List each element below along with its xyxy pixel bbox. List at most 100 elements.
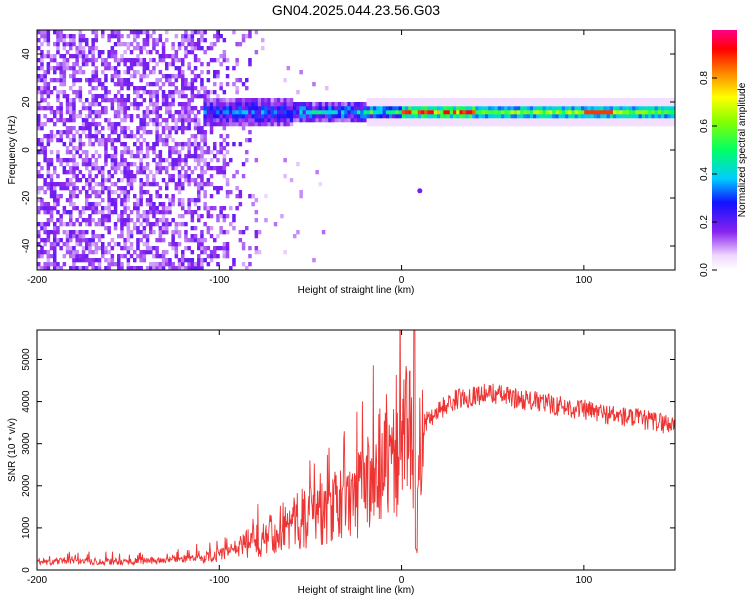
spectrogram-cell [235, 186, 239, 191]
spectrogram-cell [405, 102, 409, 107]
spectrogram-cell [241, 102, 246, 107]
spectrogram-cell [200, 86, 204, 91]
spectrogram-cell [485, 122, 489, 127]
spectrogram-cell [184, 162, 188, 167]
spectrogram-cell [440, 122, 444, 127]
spectrogram-cell [117, 262, 121, 267]
spectrogram-cell [331, 110, 335, 115]
spectrogram-cell [129, 182, 134, 187]
spectrogram-cell [181, 222, 185, 227]
spectrogram-cell [385, 118, 390, 123]
spectrogram-cell [622, 118, 627, 123]
spectrogram-cell [59, 162, 63, 167]
spectrogram-cell [142, 122, 147, 127]
spectrogram-cell [376, 122, 380, 127]
spectrogram-cell [40, 50, 44, 55]
spectrogram-cell [120, 34, 124, 39]
spectrogram-cell [113, 114, 118, 119]
spectrogram-cell [411, 110, 415, 115]
spectrogram-cell [251, 110, 255, 115]
spectrogram-cell [584, 98, 588, 103]
spectrogram-cell [209, 106, 214, 111]
spectrogram-cell [222, 54, 227, 59]
spectrogram-cell [149, 170, 153, 175]
spectrogram-cell [273, 114, 278, 119]
spectrogram-cell [654, 102, 659, 107]
spectrogram-cell [56, 218, 60, 223]
spectrogram-cell [270, 118, 275, 123]
spectrogram-cell [65, 222, 70, 227]
spectrogram-cell [152, 254, 156, 259]
spectrogram-cell [219, 226, 223, 231]
spectrogram-cell [427, 102, 431, 107]
spectrogram-cell [126, 230, 131, 235]
spectrogram-cell [104, 246, 108, 251]
spectrogram-cell [104, 206, 108, 211]
spectrogram-cell [219, 106, 223, 111]
spectrogram-cell [126, 222, 131, 227]
spectrogram-cell [139, 142, 143, 147]
spectrogram-cell [94, 250, 99, 255]
spectrogram-cell [606, 110, 611, 115]
spectrogram-cell [411, 98, 415, 103]
spectrogram-cell [120, 234, 124, 239]
spectrogram-cell [437, 122, 441, 127]
spectrogram-cell [155, 222, 159, 227]
spectrogram-cell [616, 118, 620, 123]
spectrogram-cell [225, 162, 230, 167]
spectrogram-cell [664, 122, 668, 127]
spectrogram-cell [88, 202, 92, 207]
spectrogram-cell [401, 118, 406, 123]
spectrogram-cell [257, 106, 262, 111]
spectrogram-cell [40, 174, 44, 179]
spectrogram-cell [110, 246, 115, 251]
spectrogram-cell [174, 118, 179, 123]
spectrogram-cell [635, 110, 639, 115]
spectrogram-cell [85, 206, 89, 211]
spectrogram-cell [177, 158, 182, 163]
spectrogram-cell [59, 90, 63, 95]
spectrogram-cell [165, 182, 169, 187]
spectrogram-cell [395, 106, 399, 111]
spectrogram-cell [177, 230, 182, 235]
spectrogram-cell [504, 102, 508, 107]
spectrogram-cell [222, 162, 227, 167]
spectrogram-cell [75, 258, 79, 263]
spectrogram-cell [49, 214, 54, 219]
spectrogram-cell [72, 186, 76, 191]
spectrogram-cell [49, 162, 54, 167]
spectrogram-cell [161, 102, 166, 107]
spectrogram-cell [369, 118, 374, 123]
spectrogram-cell [558, 122, 563, 127]
spectrogram-cell [161, 250, 166, 255]
spectrogram-cell [241, 114, 246, 119]
spectrogram-cell [216, 254, 220, 259]
spectrogram-cell [174, 226, 179, 231]
spectrogram-cell [120, 42, 124, 47]
spectrogram-cell [56, 110, 60, 115]
spectrogram-cell [107, 62, 111, 67]
spectrogram-cell [456, 122, 460, 127]
spectrogram-cell [667, 102, 671, 107]
spectrogram-cell [65, 94, 70, 99]
figure-title: GN04.2025.044.23.56.G03 [272, 2, 440, 18]
spectrogram-cell [110, 210, 115, 215]
spectrogram-cell [88, 106, 92, 111]
spectrogram-cell [145, 190, 150, 195]
spectrogram-cell [213, 154, 217, 159]
spectrogram-cell [529, 110, 534, 115]
spectrogram-cell [104, 258, 108, 263]
spectrogram-cell [81, 246, 86, 251]
spectrogram-cell [88, 246, 92, 251]
spectrogram-cell [414, 102, 419, 107]
spectrogram-cell [229, 122, 233, 127]
spectrogram-cell [59, 114, 63, 119]
spectrogram-cell [155, 110, 159, 115]
spectrogram-cell [590, 110, 595, 115]
spectrogram-cell [430, 102, 435, 107]
spectrogram-cell [142, 126, 147, 131]
spectrogram-cell [481, 98, 486, 103]
spectrogram-cell [149, 210, 153, 215]
spectrogram-cell [385, 98, 390, 103]
spectrogram-cell [187, 178, 191, 183]
